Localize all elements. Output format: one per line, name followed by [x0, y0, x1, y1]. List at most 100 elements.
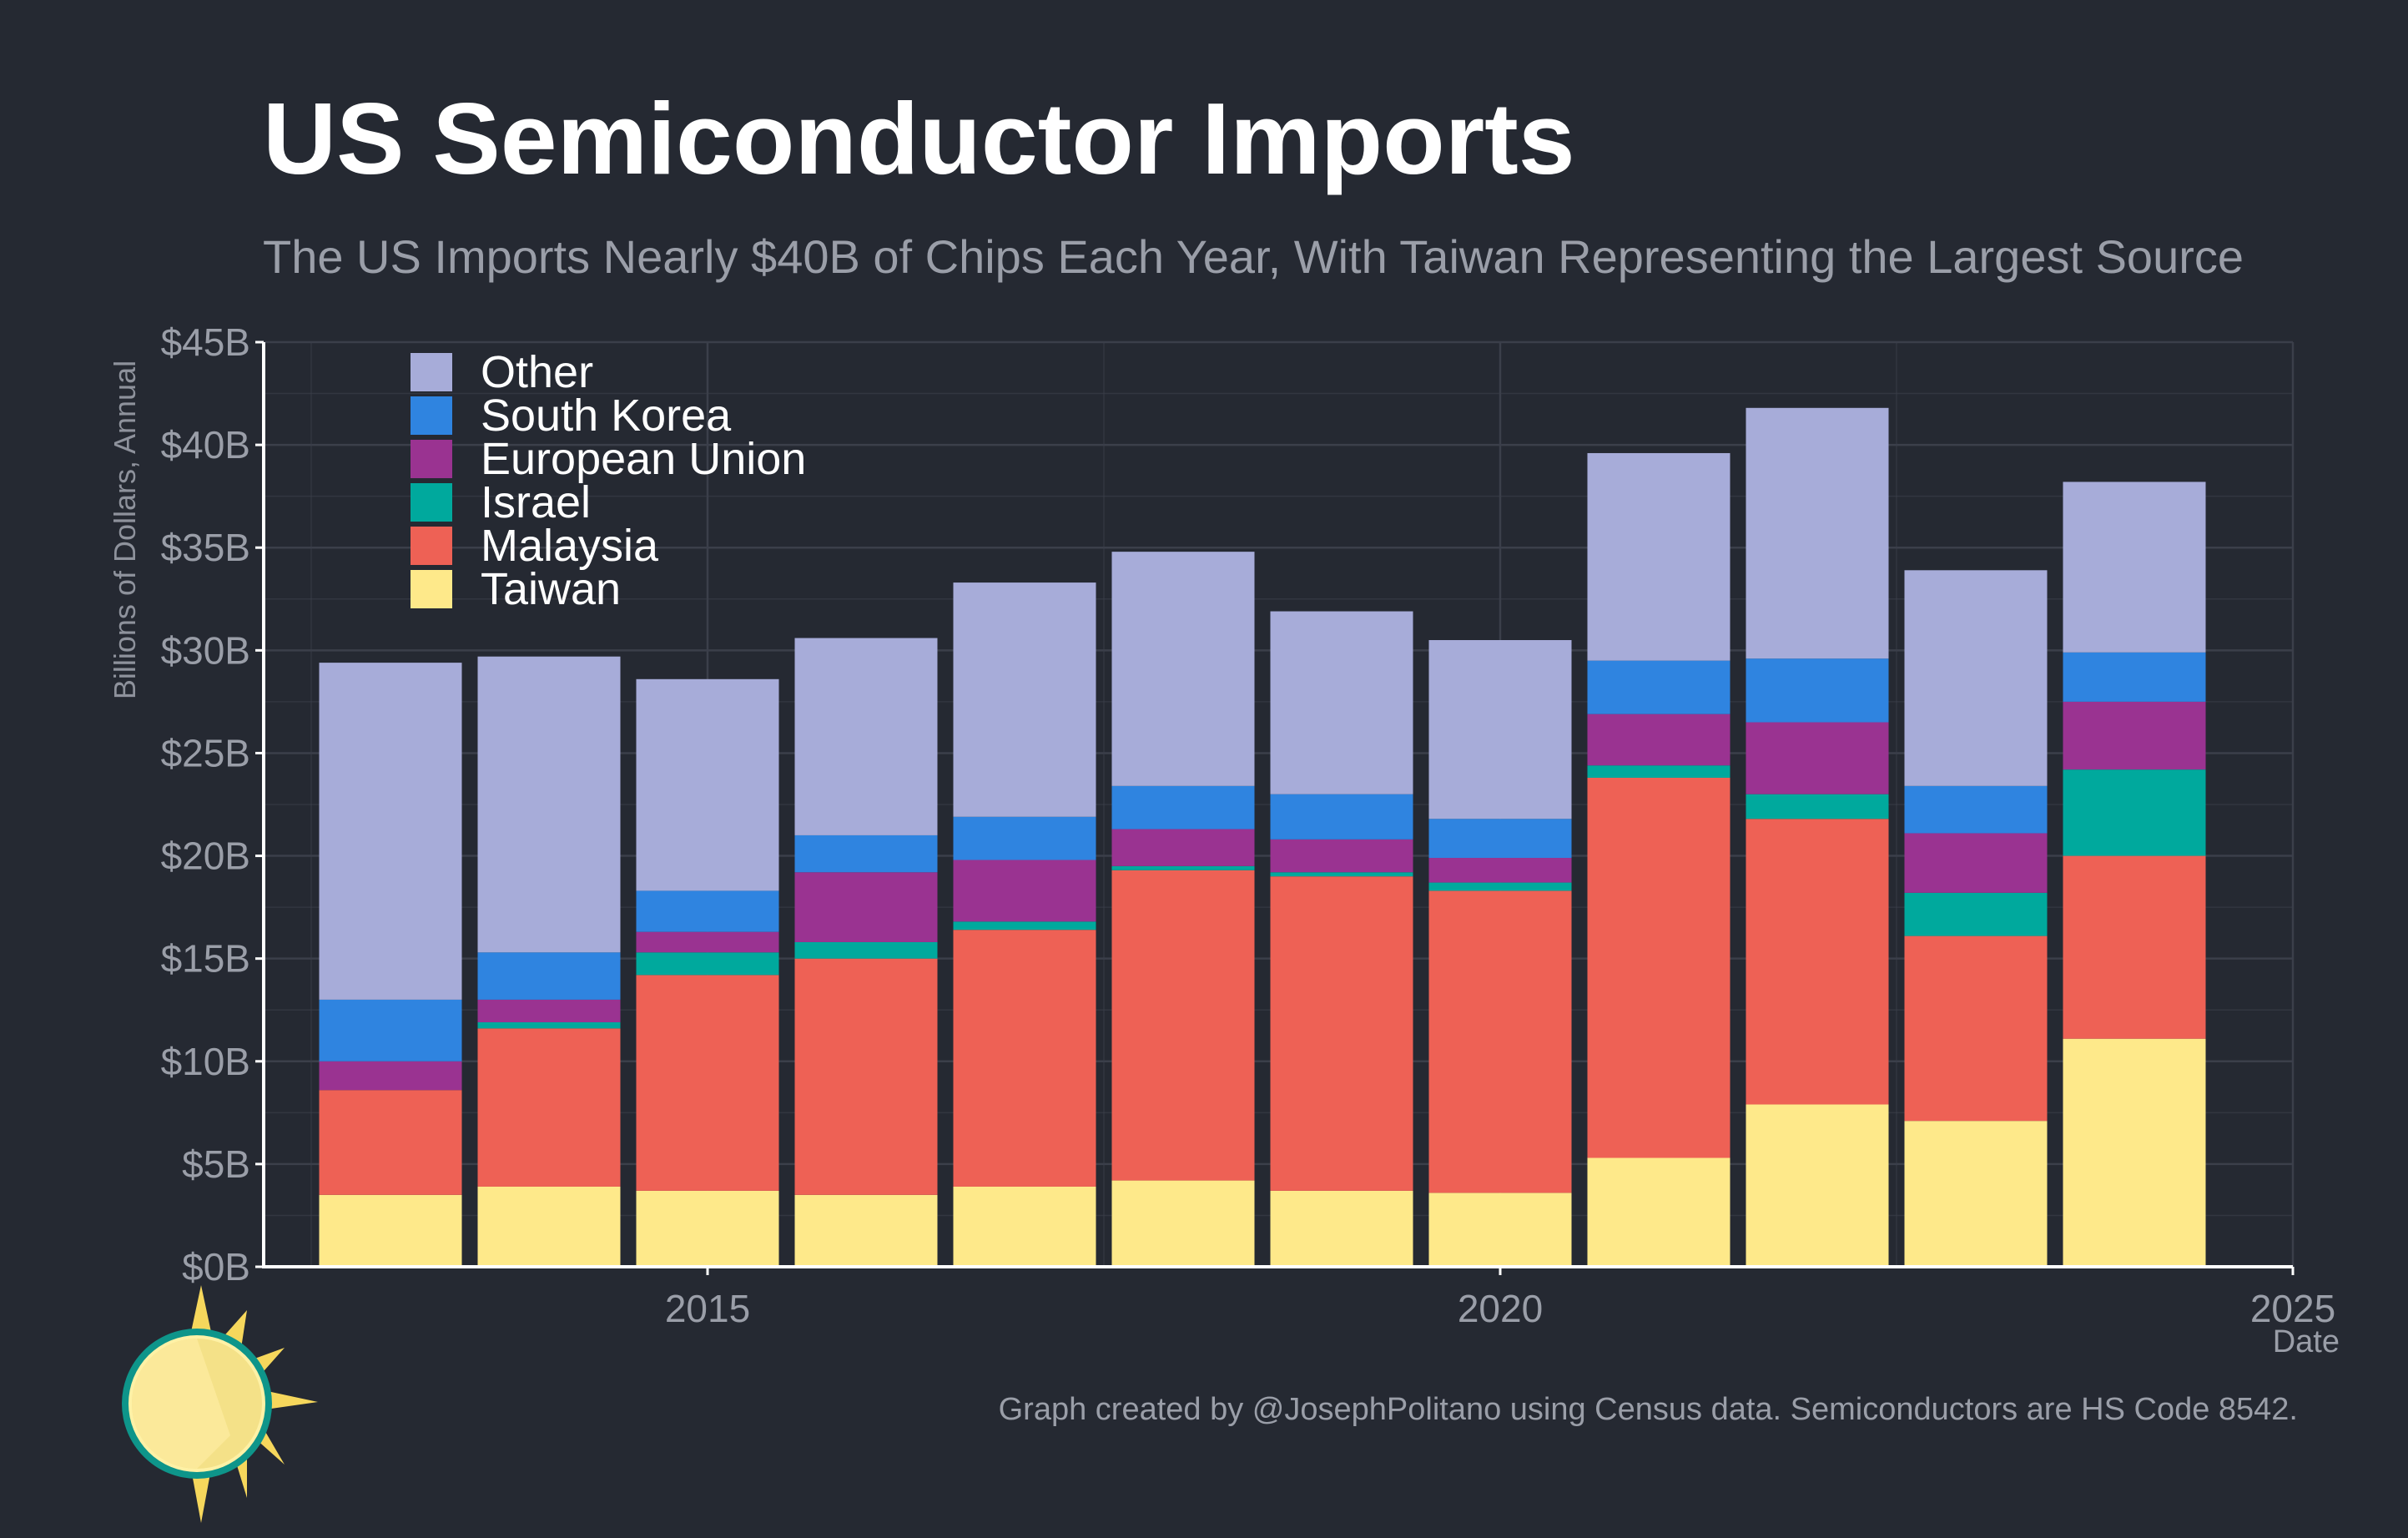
chart-caption: Graph created by @JosephPolitano using C… [998, 1392, 2298, 1427]
legend-swatch-european-union [411, 440, 452, 478]
chart-title: US Semiconductor Imports [263, 82, 1575, 195]
bar-taiwan-2013 [319, 1194, 462, 1267]
y-tick-label: $15B [161, 937, 250, 981]
bar-south-korea-2019 [1270, 794, 1413, 840]
bar-south-korea-2022 [1746, 658, 1889, 723]
bar-malaysia-2018 [1111, 870, 1255, 1181]
y-axis-label: Billions of Dollars, Annual [108, 360, 142, 700]
bar-other-2014 [477, 656, 621, 953]
bar-european-union-2018 [1111, 829, 1255, 866]
bar-south-korea-2024 [2063, 652, 2206, 702]
y-tick-label: $40B [161, 423, 250, 466]
bar-malaysia-2015 [636, 975, 779, 1191]
bar-european-union-2023 [1904, 833, 2048, 893]
bar-other-2021 [1587, 452, 1730, 661]
bar-european-union-2016 [794, 872, 938, 942]
bar-malaysia-2014 [477, 1028, 621, 1187]
bar-israel-2017 [953, 921, 1096, 930]
bar-israel-2020 [1428, 882, 1572, 891]
bar-israel-2023 [1904, 892, 2048, 936]
bar-israel-2019 [1270, 872, 1413, 877]
legend-swatch-other [411, 353, 452, 391]
legend-swatch-taiwan [411, 570, 452, 608]
bar-taiwan-2015 [636, 1190, 779, 1267]
bar-south-korea-2018 [1111, 785, 1255, 830]
legend-item-other: Other [411, 347, 806, 397]
bar-european-union-2024 [2063, 701, 2206, 770]
bar-taiwan-2020 [1428, 1193, 1572, 1267]
bar-taiwan-2023 [1904, 1121, 2048, 1267]
bar-european-union-2013 [319, 1061, 462, 1091]
bar-malaysia-2024 [2063, 855, 2206, 1039]
y-tick-label: $30B [161, 628, 250, 672]
bar-european-union-2019 [1270, 839, 1413, 873]
legend-label-other: Other [481, 347, 594, 397]
bar-israel-2024 [2063, 769, 2206, 856]
bar-south-korea-2023 [1904, 785, 2048, 834]
bar-south-korea-2016 [794, 835, 938, 873]
bar-malaysia-2017 [953, 930, 1096, 1187]
bar-israel-2016 [794, 941, 938, 959]
legend-label-israel: Israel [481, 477, 592, 527]
bar-taiwan-2022 [1746, 1104, 1889, 1267]
legend-swatch-malaysia [411, 527, 452, 565]
bar-other-2024 [2063, 482, 2206, 653]
y-tick-label: $10B [161, 1040, 250, 1083]
bar-south-korea-2020 [1428, 819, 1572, 859]
sun-logo-icon [122, 1285, 318, 1523]
bar-south-korea-2015 [636, 890, 779, 932]
bar-malaysia-2019 [1270, 876, 1413, 1191]
bar-south-korea-2013 [319, 999, 462, 1061]
bar-european-union-2017 [953, 860, 1096, 922]
chart-subtitle: The US Imports Nearly $40B of Chips Each… [263, 230, 2244, 283]
bar-israel-2015 [636, 952, 779, 976]
bar-other-2018 [1111, 552, 1255, 786]
bar-malaysia-2023 [1904, 935, 2048, 1122]
legend-item-european-union: European Union [411, 434, 807, 484]
bar-israel-2014 [477, 1021, 621, 1029]
legend-label-south-korea: South Korea [481, 391, 732, 441]
bar-european-union-2014 [477, 999, 621, 1022]
y-tick-label: $25B [161, 731, 250, 774]
y-tick-label: $5B [182, 1142, 250, 1186]
legend-item-south-korea: South Korea [411, 391, 806, 441]
x-tick-label: 2015 [665, 1287, 750, 1330]
bar-other-2016 [794, 638, 938, 835]
legend-label-european-union: European Union [481, 434, 807, 484]
legend-swatch-israel [411, 483, 452, 522]
bar-other-2015 [636, 678, 779, 891]
bar-malaysia-2013 [319, 1090, 462, 1195]
bar-other-2023 [1904, 570, 2048, 786]
bar-taiwan-2019 [1270, 1190, 1413, 1267]
bar-malaysia-2022 [1746, 819, 1889, 1105]
bar-other-2013 [319, 663, 462, 1000]
bar-israel-2022 [1746, 794, 1889, 819]
bar-taiwan-2021 [1587, 1157, 1730, 1267]
bar-taiwan-2024 [2063, 1038, 2206, 1267]
x-axis-label: Date [2272, 1324, 2340, 1359]
y-tick-label: $35B [161, 526, 250, 569]
y-tick-label: $20B [161, 835, 250, 878]
legend-item-israel: Israel [411, 477, 806, 527]
bar-israel-2021 [1587, 765, 1730, 778]
bar-south-korea-2021 [1587, 660, 1730, 714]
y-tick-label: $0B [182, 1245, 250, 1288]
bar-taiwan-2014 [477, 1186, 621, 1267]
legend-label-taiwan: Taiwan [481, 564, 622, 614]
legend: Other South Korea European Union Israel … [411, 347, 807, 614]
bar-malaysia-2016 [794, 958, 938, 1195]
bar-israel-2018 [1111, 865, 1255, 870]
bar-other-2019 [1270, 611, 1413, 794]
bar-south-korea-2014 [477, 952, 621, 1000]
bar-other-2022 [1746, 407, 1889, 659]
bar-taiwan-2017 [953, 1186, 1096, 1267]
x-tick-label: 2025 [2250, 1287, 2335, 1330]
bar-other-2017 [953, 582, 1096, 817]
legend-item-taiwan: Taiwan [411, 564, 806, 614]
legend-label-malaysia: Malaysia [481, 521, 659, 571]
bar-european-union-2021 [1587, 714, 1730, 766]
bar-taiwan-2018 [1111, 1180, 1255, 1267]
legend-swatch-south-korea [411, 396, 452, 435]
legend-item-malaysia: Malaysia [411, 521, 806, 571]
